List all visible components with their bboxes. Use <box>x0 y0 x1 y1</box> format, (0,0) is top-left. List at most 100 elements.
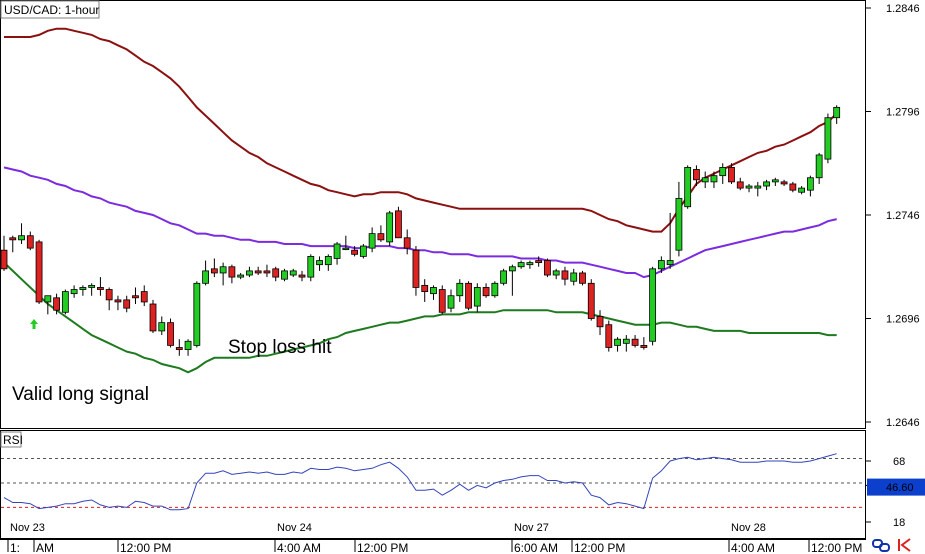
candle <box>701 171 709 189</box>
candle <box>246 266 253 278</box>
rsi-tick-label: 18 <box>893 517 905 529</box>
candle <box>421 279 429 302</box>
candle-body <box>430 287 437 295</box>
candle-body <box>815 154 823 179</box>
time-label: 12:00 PM <box>120 541 171 554</box>
candle-body <box>175 347 183 350</box>
candle <box>675 181 683 257</box>
chart-title: USD/CAD: 1-hour <box>4 3 99 17</box>
candle-body <box>622 338 630 344</box>
candle-body <box>193 282 201 346</box>
rsi-line <box>3 453 837 511</box>
candle <box>281 268 288 282</box>
rsi-current-badge: 46.60 <box>867 478 925 496</box>
candle <box>184 339 192 356</box>
candle-body <box>570 272 578 282</box>
candle-body <box>754 185 762 189</box>
candle <box>552 268 560 280</box>
candle <box>158 316 166 336</box>
candle <box>237 272 245 280</box>
candle-body <box>517 262 525 268</box>
candle-body <box>745 185 753 189</box>
candle <box>0 235 8 271</box>
candle <box>26 231 34 251</box>
candle-body <box>9 237 17 241</box>
candle-body <box>649 268 657 342</box>
candle-body <box>289 270 297 276</box>
candle-body <box>79 287 87 290</box>
candle-body <box>26 235 34 249</box>
link-icon[interactable] <box>872 539 890 552</box>
candle <box>771 177 779 187</box>
candle-body <box>228 266 236 278</box>
rsi-panel <box>0 430 866 539</box>
candle <box>456 279 464 302</box>
candle <box>403 229 411 255</box>
time-axis: Nov 23 Nov 24 Nov 27 Nov 28 1: AM 12:00 PM 4:00… <box>7 522 862 554</box>
candlesticks <box>0 105 841 356</box>
candle <box>298 270 306 282</box>
date-label: Nov 24 <box>277 522 312 534</box>
time-label: 4:00 AM <box>277 541 321 554</box>
candle <box>622 335 630 352</box>
candle-body <box>780 181 788 185</box>
candle <box>9 235 17 253</box>
candle <box>745 183 753 193</box>
annotation-stop-loss-hit: Stop loss hit <box>228 337 332 358</box>
candle-body <box>701 177 709 183</box>
candle-body <box>438 289 446 313</box>
candle-body <box>710 175 718 183</box>
candle <box>465 281 472 311</box>
candle <box>35 239 43 305</box>
candle <box>482 283 490 298</box>
candle-body <box>473 287 481 307</box>
candle <box>79 285 87 296</box>
candle <box>561 266 569 286</box>
time-label: 12:00 PM <box>357 541 408 554</box>
price-tick-label: 1.2696 <box>886 314 920 326</box>
candle <box>596 310 604 336</box>
time-label: 6:00 AM <box>514 541 558 554</box>
candle <box>219 262 227 286</box>
candle-body <box>544 260 551 276</box>
candle-body <box>587 282 595 319</box>
rsi-label: RSI <box>3 433 23 447</box>
candle-body <box>596 316 604 328</box>
candle-body <box>70 289 78 295</box>
candle-body <box>202 270 209 284</box>
candle <box>447 289 455 313</box>
candle-body <box>88 284 96 288</box>
candle <box>333 241 341 265</box>
candle <box>18 223 25 244</box>
candle-body <box>736 181 744 189</box>
candle <box>535 256 543 267</box>
scroll-back-icon[interactable] <box>898 538 911 552</box>
candle-body <box>482 287 490 297</box>
candle-body <box>421 284 429 292</box>
candle-body <box>561 270 569 280</box>
candle <box>97 277 104 296</box>
candle-body <box>456 282 464 297</box>
candle <box>728 163 735 184</box>
candle-body <box>97 287 104 290</box>
candle <box>719 163 727 184</box>
candle-body <box>377 233 385 241</box>
candle-body <box>535 260 543 264</box>
candle-body <box>298 274 306 278</box>
candle-body <box>368 233 376 249</box>
candle <box>649 266 657 346</box>
candle-body <box>167 322 174 346</box>
candle-body <box>806 177 814 191</box>
candle-body <box>412 249 420 288</box>
candle <box>570 268 578 286</box>
candle <box>44 295 52 315</box>
candle-body <box>824 117 832 160</box>
candle-body <box>0 249 8 270</box>
candle <box>508 264 516 296</box>
candle <box>324 254 332 271</box>
candle <box>833 105 841 124</box>
date-label: Nov 27 <box>514 522 549 534</box>
candle <box>289 268 297 278</box>
candle-body <box>579 272 586 284</box>
candle-body <box>657 260 665 270</box>
